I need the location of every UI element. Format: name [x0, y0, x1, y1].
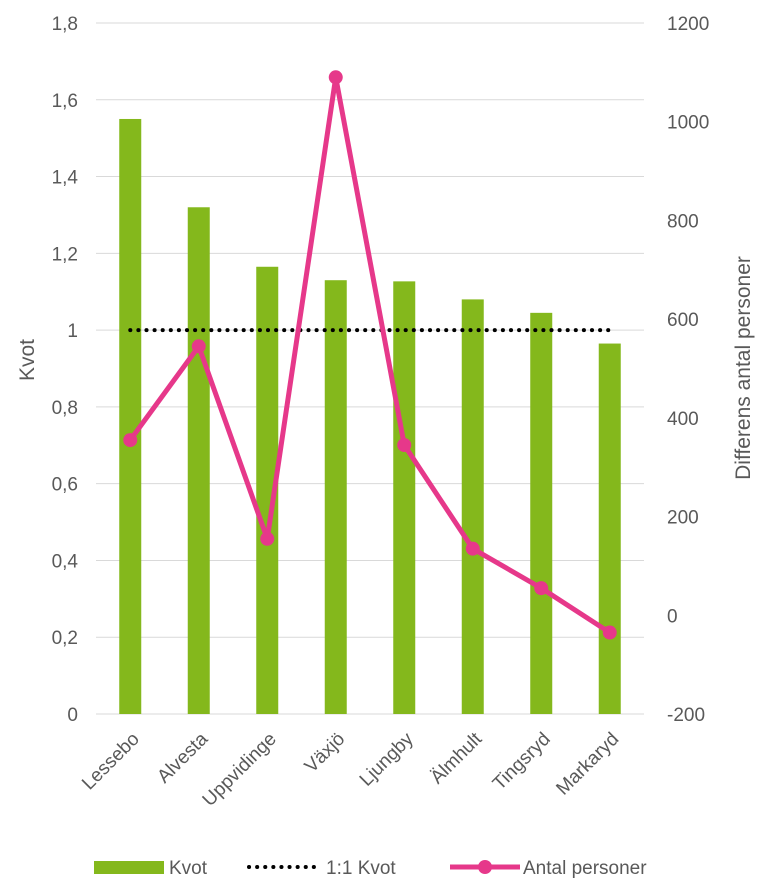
point-antal-personer-2: [191, 339, 206, 354]
legend-label-1-1-kvot: 1:1 Kvot: [326, 858, 396, 879]
category-label: Älmhult: [427, 728, 487, 788]
category-label: Växjö: [301, 729, 349, 777]
category-label: Uppvidinge: [199, 729, 281, 811]
y-tick-label-left: 1,8: [52, 14, 78, 35]
bar-kvot-3: [256, 266, 279, 714]
bar-series: [119, 118, 621, 714]
y-tick-label-right: 1000: [667, 113, 709, 134]
y-tick-label-left: 0,2: [52, 628, 78, 649]
bar-kvot-2: [187, 207, 210, 714]
category-label: Ljungby: [356, 728, 418, 790]
legend-swatch-kvot: [94, 861, 164, 874]
legend-label-kvot: Kvot: [169, 858, 208, 879]
y-tick-label-right: 0: [667, 606, 678, 627]
point-antal-personer-1: [123, 433, 138, 448]
category-label: Alvesta: [153, 728, 212, 787]
y-tick-label-left: 1,4: [52, 168, 79, 189]
bar-kvot-7: [530, 312, 553, 714]
point-antal-personer-5: [397, 438, 412, 453]
legend-marker-antal-personer: [478, 860, 492, 874]
point-antal-personer-6: [465, 541, 480, 556]
y-tick-label-right: 400: [667, 409, 699, 430]
y-tick-label-right: 600: [667, 310, 699, 331]
point-antal-personer-7: [534, 581, 549, 596]
y-tick-label-left: 1: [67, 321, 78, 342]
point-antal-personer-4: [328, 70, 343, 85]
category-label: Markaryd: [552, 729, 623, 800]
bar-kvot-8: [598, 343, 621, 714]
y-tick-label-left: 0,8: [52, 398, 78, 419]
y-tick-label-right: 200: [667, 508, 699, 529]
point-antal-personer-8: [602, 625, 617, 640]
y-tick-label-left: 0: [67, 705, 78, 726]
category-label: Tingsryd: [489, 729, 555, 795]
legend-label-antal-personer: Antal personer: [523, 858, 647, 879]
bar-kvot-4: [324, 280, 347, 714]
point-antal-personer-3: [260, 531, 275, 546]
y-tick-label-left: 0,4: [52, 551, 79, 572]
left-axis-ticks: 0 0,2 0,4 0,6 0,8 1 1,2 1,4 1,6 1,8: [52, 14, 79, 726]
y-tick-label-right: -200: [667, 705, 705, 726]
y-tick-label-right: 800: [667, 211, 699, 232]
y-axis-title-left: Kvot: [16, 339, 39, 381]
bar-kvot-1: [119, 118, 142, 714]
y-axis-title-right: Differens antal personer: [732, 256, 755, 480]
gridlines: [96, 22, 644, 715]
antal-personer-series: [123, 70, 617, 640]
legend: Kvot 1:1 Kvot Antal personer: [94, 858, 647, 879]
right-axis-ticks: -200 0 200 400 600 800 1000 1200: [667, 14, 709, 726]
bar-kvot-5: [393, 281, 416, 714]
y-tick-label-left: 1,6: [52, 91, 78, 112]
line-antal-personer: [128, 74, 612, 635]
y-tick-label-right: 1200: [667, 14, 709, 35]
y-tick-label-left: 1,2: [52, 244, 78, 265]
category-label: Lessebo: [78, 729, 144, 795]
y-tick-label-left: 0,6: [52, 475, 78, 496]
bar-kvot-6: [461, 299, 484, 714]
